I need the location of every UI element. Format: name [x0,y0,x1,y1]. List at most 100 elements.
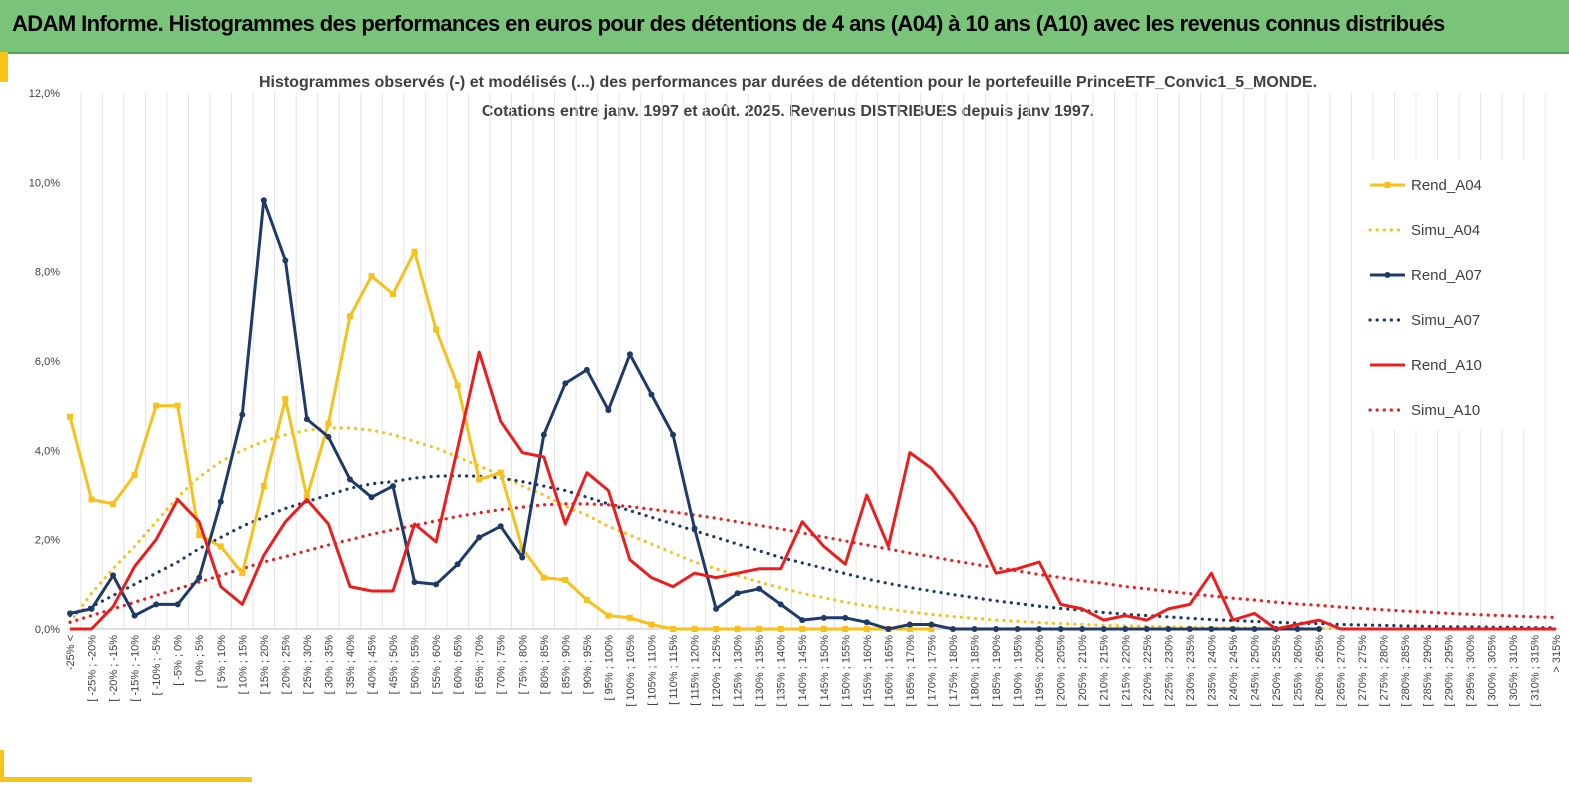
data-point [863,619,870,626]
data-point [1165,626,1172,632]
legend-marker [1384,272,1391,278]
x-tick-label: [ 140% ; 145% [797,635,809,707]
data-point [842,614,849,621]
x-tick-label: [ 175% ; 180% [948,635,960,707]
data-point [368,494,375,501]
x-tick-label: [ 190% ; 195% [1013,635,1025,707]
x-tick-label: [ 80% ; 85% [539,635,551,695]
data-point [971,626,978,632]
data-point [454,382,461,389]
legend-item-Simu_A07: Simu_A07 [1368,312,1480,329]
data-point [411,248,418,255]
y-tick-label: 8,0% [35,267,60,279]
x-tick-label: [ 105% ; 110% [646,635,658,706]
y-tick-label: 10,0% [29,177,60,189]
x-tick-label: [ 35% ; 40% [345,635,357,695]
y-tick-label: 12,0% [29,88,60,100]
x-tick-label: [ 215% ; 220% [1120,635,1132,707]
x-tick-label: [ -10% ; -5% [151,635,163,696]
x-tick-label: [ 45% ; 50% [388,635,400,695]
data-point [734,626,741,632]
data-point [540,574,547,581]
data-point [670,431,677,438]
data-point [562,380,569,387]
legend-label: Rend_A04 [1411,177,1482,194]
legend-item-Rend_A04: Rend_A04 [1370,177,1482,194]
x-tick-label: [ 70% ; 75% [496,635,508,695]
x-tick-label: [ 110% ; 115% [668,635,680,705]
legend-item-Simu_A10: Simu_A10 [1368,402,1480,419]
data-point [282,257,289,264]
x-tick-label: [ 295% ; 300% [1465,635,1477,707]
data-point [519,554,526,561]
x-tick-label: > 315% [1551,635,1563,673]
data-point [390,483,397,490]
y-tick-label: 0,0% [35,624,60,636]
x-tick-label: [ 170% ; 175% [926,635,938,707]
data-point [196,574,203,581]
x-tick-label: [ 75% ; 80% [517,635,529,695]
data-point [885,626,892,632]
data-point [476,476,483,483]
legend-label: Simu_A07 [1411,312,1480,329]
data-point [777,626,784,632]
data-point [1036,626,1043,632]
x-tick-label: [ 135% ; 140% [776,635,788,707]
data-point [1100,626,1107,632]
data-point [1079,626,1086,632]
x-tick-label: [ 50% ; 55% [410,635,422,695]
data-point [497,523,504,530]
x-tick-label: [ 130% ; 135% [754,635,766,707]
x-tick-label: [ -5% ; 0% [173,635,185,686]
x-tick-label: -25% < [65,635,77,670]
x-tick-label: [ 265% ; 270% [1336,635,1348,707]
x-tick-label: [ 5% ; 10% [216,635,228,688]
x-tick-label: [ 275% ; 280% [1379,635,1391,707]
x-tick-label: [ 160% ; 165% [883,635,895,707]
data-point [756,585,763,592]
x-tick-label: [ 30% ; 35% [323,635,335,695]
x-tick-label: [ 15% ; 20% [259,635,271,695]
x-tick-label: [ 290% ; 295% [1443,635,1455,707]
data-point [820,626,827,632]
data-point [928,626,935,632]
series-Rend_A07 [67,197,1323,632]
data-point [670,626,677,632]
data-point [325,420,332,427]
x-tick-label: [ 85% ; 90% [560,635,572,695]
x-tick-label: [ -25% ; -20% [87,635,99,702]
data-point [540,431,547,438]
data-point [131,612,138,619]
data-point [153,402,160,409]
x-tick-label: [ 245% ; 250% [1249,635,1261,707]
x-axis-ticks: -25% < [ -25% ; -20% [ -20% ; -15% [ -15% ;… [65,635,1563,707]
x-tick-label: [ 165% ; 170% [905,635,917,707]
data-point [239,411,246,418]
data-point [88,605,95,612]
data-point [282,395,289,402]
x-tick-label: [ 210% ; 215% [1099,635,1111,707]
series-Rend_A10 [70,350,1556,631]
data-point [605,612,612,619]
legend: Rend_A04 Simu_A04 Rend_A07 Simu_A07 Rend_A10… [1355,160,1525,430]
accent-bar-bottom-left [0,750,4,782]
data-point [497,469,504,476]
accent-bar-bottom [0,777,252,782]
y-tick-label: 4,0% [35,445,60,457]
data-point [260,197,267,204]
series-Rend_A04 [67,248,935,632]
data-point [260,483,267,490]
series-layer [67,197,1558,632]
data-point [777,601,784,608]
x-tick-label: [ 100% ; 105% [625,635,637,707]
series-line-Rend_A07 [69,198,1320,631]
y-axis-ticks: 0,0% 2,0% 4,0% 6,0% 8,0% 10,0% 12,0% [29,88,60,636]
x-tick-label: [ 255% ; 260% [1293,635,1305,707]
x-tick-label: [ 115% ; 120% [690,635,702,706]
x-tick-label: [ 155% ; 160% [862,635,874,707]
data-point [605,407,612,414]
data-point [626,351,633,358]
x-tick-label: [ 0% ; 5% [194,635,206,682]
data-point [993,626,1000,632]
